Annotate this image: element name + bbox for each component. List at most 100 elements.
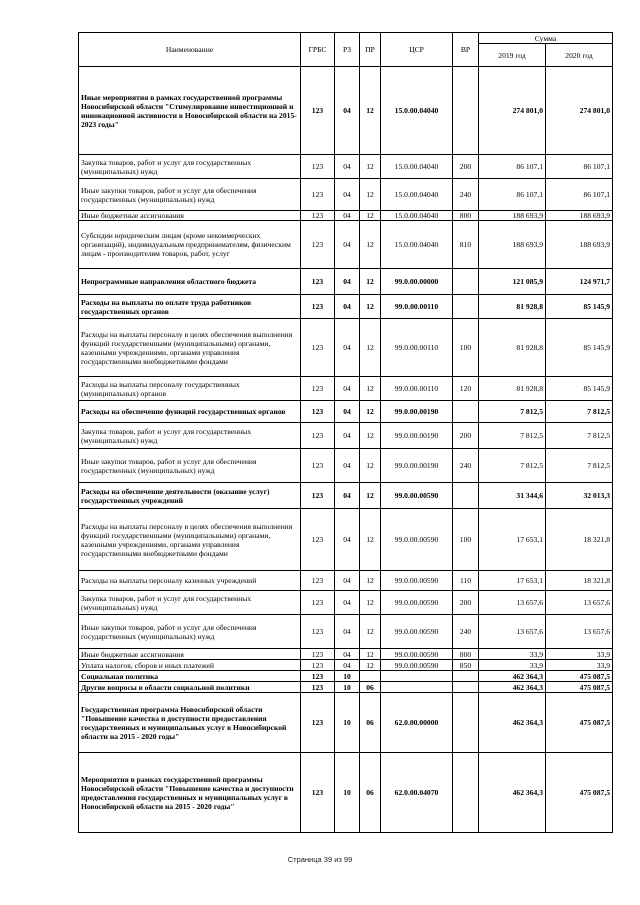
cell-pr: 12 <box>359 66 381 155</box>
cell-vr: 200 <box>452 590 479 615</box>
cell-grbs: 123 <box>300 448 335 483</box>
cell-grbs: 123 <box>300 268 335 295</box>
cell-grbs: 123 <box>300 294 335 319</box>
cell-pr: 12 <box>359 220 381 269</box>
cell-grbs: 123 <box>300 752 335 833</box>
cell-y2020: 274 801,0 <box>544 66 614 155</box>
cell-name: Расходы на выплаты персоналу в целях обе… <box>78 508 301 571</box>
cell-vr <box>452 400 479 423</box>
table-row: Расходы на выплаты персоналу государстве… <box>78 376 614 401</box>
cell-y2019: 86 107,1 <box>478 154 546 179</box>
cell-rz: 04 <box>334 210 360 221</box>
cell-name: Расходы на обеспечение функций государст… <box>78 400 301 423</box>
cell-csr: 99.0.00.00590 <box>380 508 453 571</box>
cell-rz: 04 <box>334 648 360 660</box>
cell-name: Уплата налогов, сборов и иных платежей <box>78 659 301 671</box>
cell-csr: 99.0.00.00110 <box>380 318 453 377</box>
col-header-grbs: ГРБС <box>300 32 335 67</box>
cell-vr: 110 <box>452 570 479 591</box>
cell-y2020: 33,9 <box>544 659 614 671</box>
cell-csr: 99.0.00.00000 <box>380 268 453 295</box>
cell-name: Иные мероприятия в рамках государственно… <box>78 66 301 155</box>
cell-rz: 04 <box>334 66 360 155</box>
table-row: Государственная программа Новосибирской … <box>78 692 614 753</box>
cell-name: Расходы на выплаты персоналу казенных уч… <box>78 570 301 591</box>
cell-csr: 15.0.00.04040 <box>380 178 453 211</box>
cell-pr: 06 <box>359 752 381 833</box>
cell-grbs: 123 <box>300 178 335 211</box>
cell-csr: 99.0.00.00590 <box>380 648 453 660</box>
table-row: Уплата налогов, сборов и иных платежей 12… <box>78 659 614 671</box>
cell-csr: 99.0.00.00190 <box>380 400 453 423</box>
cell-grbs: 123 <box>300 220 335 269</box>
table-row: Иные мероприятия в рамках государственно… <box>78 66 614 155</box>
table-row: Расходы на выплаты по оплате труда работ… <box>78 294 614 319</box>
cell-y2019: 462 364,3 <box>478 670 546 682</box>
col-header-pr: ПР <box>359 32 381 67</box>
cell-y2020: 85 145,9 <box>544 376 614 401</box>
cell-name: Иные закупки товаров, работ и услуг для … <box>78 178 301 211</box>
cell-pr: 12 <box>359 268 381 295</box>
cell-name: Непрограммные направления областного бюд… <box>78 268 301 295</box>
cell-pr: 12 <box>359 178 381 211</box>
cell-grbs: 123 <box>300 318 335 377</box>
cell-csr: 99.0.00.00110 <box>380 294 453 319</box>
cell-pr: 12 <box>359 210 381 221</box>
cell-y2020: 13 657,6 <box>544 590 614 615</box>
cell-vr <box>452 66 479 155</box>
cell-y2020: 7 812,5 <box>544 448 614 483</box>
cell-vr: 800 <box>452 648 479 660</box>
cell-vr: 120 <box>452 376 479 401</box>
cell-y2020: 124 971,7 <box>544 268 614 295</box>
cell-vr: 240 <box>452 178 479 211</box>
col-header-name: Наименование <box>78 32 301 67</box>
cell-rz: 04 <box>334 570 360 591</box>
cell-y2019: 462 364,3 <box>478 752 546 833</box>
cell-grbs: 123 <box>300 154 335 179</box>
cell-rz: 04 <box>334 482 360 509</box>
cell-rz: 04 <box>334 220 360 269</box>
cell-csr: 15.0.00.04040 <box>380 154 453 179</box>
cell-rz: 04 <box>334 376 360 401</box>
cell-rz: 04 <box>334 294 360 319</box>
cell-y2020: 7 812,5 <box>544 422 614 449</box>
cell-y2020: 86 107,1 <box>544 154 614 179</box>
cell-rz: 04 <box>334 659 360 671</box>
table-row: Иные бюджетные ассигнования 123 04 12 99.0.0… <box>78 648 614 660</box>
cell-y2020: 475 087,5 <box>544 681 614 693</box>
cell-csr: 99.0.00.00590 <box>380 570 453 591</box>
cell-vr: 240 <box>452 448 479 483</box>
cell-csr: 15.0.00.04040 <box>380 66 453 155</box>
cell-y2019: 31 344,6 <box>478 482 546 509</box>
cell-pr: 12 <box>359 648 381 660</box>
cell-y2019: 13 657,6 <box>478 590 546 615</box>
cell-y2019: 462 364,3 <box>478 692 546 753</box>
cell-grbs: 123 <box>300 482 335 509</box>
table-row: Закупка товаров, работ и услуг для госуд… <box>78 154 614 179</box>
cell-y2019: 33,9 <box>478 648 546 660</box>
cell-y2019: 188 693,9 <box>478 210 546 221</box>
cell-y2019: 188 693,9 <box>478 220 546 269</box>
cell-rz: 04 <box>334 422 360 449</box>
cell-name: Расходы на обеспечение деятельности (ока… <box>78 482 301 509</box>
cell-y2020: 86 107,1 <box>544 178 614 211</box>
cell-grbs: 123 <box>300 66 335 155</box>
cell-y2020: 7 812,5 <box>544 400 614 423</box>
cell-rz: 10 <box>334 692 360 753</box>
cell-y2019: 81 928,8 <box>478 318 546 377</box>
cell-pr: 12 <box>359 448 381 483</box>
cell-pr: 12 <box>359 614 381 649</box>
cell-pr: 06 <box>359 692 381 753</box>
cell-name: Иные бюджетные ассигнования <box>78 210 301 221</box>
table-row: Социальная политика 123 10 462 364,3 475 087… <box>78 670 614 682</box>
cell-vr: 240 <box>452 614 479 649</box>
cell-y2020: 475 087,5 <box>544 670 614 682</box>
table-row: Закупка товаров, работ и услуг для госуд… <box>78 590 614 615</box>
cell-y2019: 33,9 <box>478 659 546 671</box>
cell-csr: 99.0.00.00590 <box>380 590 453 615</box>
cell-name: Иные закупки товаров, работ и услуг для … <box>78 448 301 483</box>
cell-vr: 100 <box>452 508 479 571</box>
cell-y2019: 7 812,5 <box>478 422 546 449</box>
cell-vr: 800 <box>452 210 479 221</box>
cell-vr <box>452 681 479 693</box>
